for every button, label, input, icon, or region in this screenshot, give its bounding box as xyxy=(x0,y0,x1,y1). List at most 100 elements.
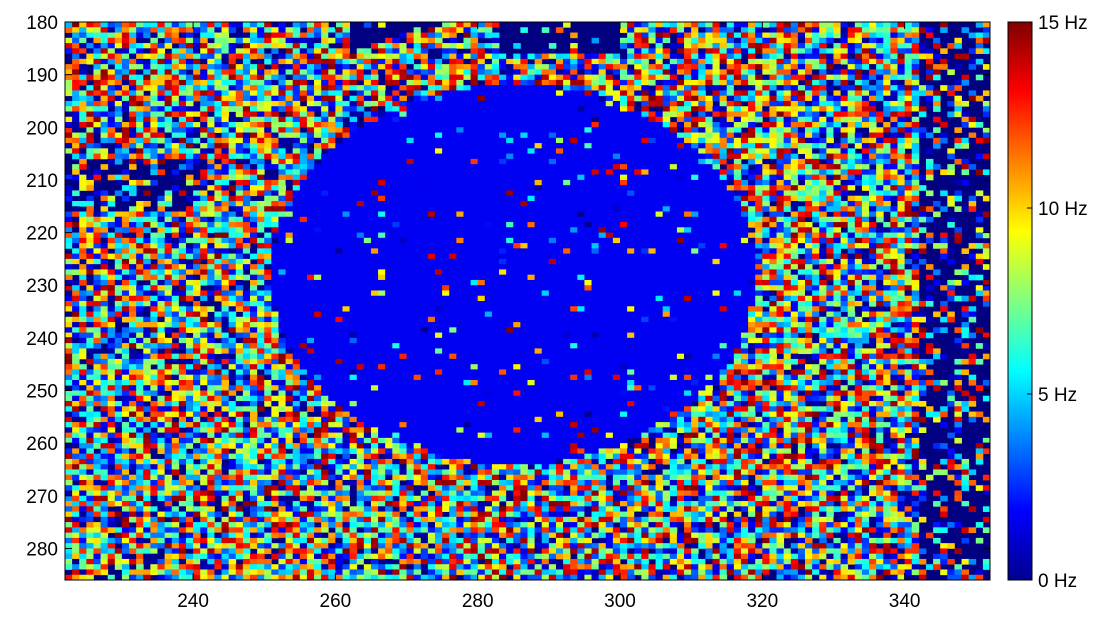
heatmap-cell xyxy=(150,95,158,102)
heatmap-cell xyxy=(598,106,607,112)
heatmap-cell xyxy=(306,222,315,228)
heatmap-cell xyxy=(890,64,898,70)
heatmap-cell xyxy=(107,43,116,49)
heatmap-cell xyxy=(399,69,407,76)
heatmap-cell xyxy=(363,248,372,255)
heatmap-cell xyxy=(271,127,279,133)
heatmap-cell xyxy=(477,174,486,181)
heatmap-cell xyxy=(740,22,749,28)
heatmap-cell xyxy=(342,222,351,228)
heatmap-cell xyxy=(449,216,457,223)
heatmap-cell xyxy=(591,164,600,170)
heatmap-cell xyxy=(449,227,457,233)
heatmap-cell xyxy=(641,190,649,197)
heatmap-cell xyxy=(207,164,215,170)
heatmap-cell xyxy=(157,64,166,70)
heatmap-cell xyxy=(762,95,770,102)
heatmap-cell xyxy=(676,132,685,139)
heatmap-cell xyxy=(385,248,393,255)
heatmap-cell xyxy=(392,53,400,60)
heatmap-cell xyxy=(207,200,215,207)
heatmap-cell xyxy=(890,74,898,81)
heatmap-cell xyxy=(904,64,913,70)
heatmap-cell xyxy=(669,169,678,176)
heatmap-cell xyxy=(527,237,536,244)
heatmap-cell xyxy=(719,232,728,239)
heatmap-cell xyxy=(833,143,841,149)
heatmap-cell xyxy=(72,106,80,112)
heatmap-cell xyxy=(869,43,877,49)
heatmap-cell xyxy=(214,116,222,123)
heatmap-cell xyxy=(385,164,393,170)
heatmap-cell xyxy=(627,58,635,65)
heatmap-cell xyxy=(548,95,557,102)
heatmap-cell xyxy=(897,232,906,239)
heatmap-cell xyxy=(876,127,884,133)
heatmap-cell xyxy=(185,216,194,223)
heatmap-cell xyxy=(292,200,301,207)
heatmap-cell xyxy=(655,37,664,44)
heatmap-cell xyxy=(185,248,194,255)
heatmap-cell xyxy=(150,237,158,244)
heatmap-cell xyxy=(684,158,692,165)
heatmap-cell xyxy=(114,216,123,223)
heatmap-cell xyxy=(748,58,756,65)
heatmap-cell xyxy=(406,85,415,91)
heatmap-cell xyxy=(356,58,365,65)
heatmap-cell xyxy=(641,74,649,81)
heatmap-cell xyxy=(797,206,806,212)
heatmap-cell xyxy=(669,137,678,144)
heatmap-cell xyxy=(435,158,443,165)
heatmap-cell xyxy=(207,190,215,197)
heatmap-cell xyxy=(79,37,87,44)
heatmap-cell xyxy=(499,164,507,170)
heatmap-cell xyxy=(840,48,849,54)
heatmap-cell xyxy=(534,116,543,123)
heatmap-cell xyxy=(93,174,101,181)
heatmap-cell xyxy=(378,216,386,223)
heatmap-cell xyxy=(876,100,884,107)
heatmap-cell xyxy=(662,232,671,239)
heatmap-cell xyxy=(164,79,173,86)
heatmap-cell xyxy=(726,116,735,123)
heatmap-cell xyxy=(242,227,251,233)
heatmap-cell xyxy=(712,153,721,160)
heatmap-cell xyxy=(605,169,614,176)
heatmap-cell xyxy=(143,137,151,144)
heatmap-cell xyxy=(420,148,429,154)
heatmap-cell xyxy=(826,53,834,60)
heatmap-cell xyxy=(684,200,692,207)
heatmap-cell xyxy=(463,232,471,239)
heatmap-cell xyxy=(413,116,422,123)
heatmap-cell xyxy=(598,200,607,207)
heatmap-cell xyxy=(392,111,400,118)
heatmap-cell xyxy=(349,116,358,123)
heatmap-cell xyxy=(164,190,173,197)
heatmap-cell xyxy=(257,132,265,139)
heatmap-cell xyxy=(812,137,820,144)
heatmap-cell xyxy=(292,174,301,181)
heatmap-cell xyxy=(719,116,728,123)
heatmap-cell xyxy=(577,153,585,160)
heatmap-cell xyxy=(299,85,308,91)
heatmap-cell xyxy=(826,195,834,202)
heatmap-cell xyxy=(278,169,286,176)
heatmap-cell xyxy=(961,111,970,118)
heatmap-cell xyxy=(427,85,436,91)
heatmap-cell xyxy=(890,164,898,170)
heatmap-cell xyxy=(235,106,244,112)
heatmap-cell xyxy=(733,153,742,160)
heatmap-cell xyxy=(321,185,329,191)
heatmap-cell xyxy=(378,127,386,133)
heatmap-cell xyxy=(114,243,123,249)
heatmap-cell xyxy=(413,243,422,249)
heatmap-cell xyxy=(335,22,343,28)
heatmap-cell xyxy=(235,74,244,81)
heatmap-cell xyxy=(783,200,792,207)
heatmap-cell xyxy=(925,174,934,181)
heatmap-cell xyxy=(520,232,528,239)
heatmap-cell xyxy=(833,53,841,60)
heatmap-cell xyxy=(748,95,756,102)
heatmap-cell xyxy=(676,74,685,81)
heatmap-cell xyxy=(648,148,656,154)
